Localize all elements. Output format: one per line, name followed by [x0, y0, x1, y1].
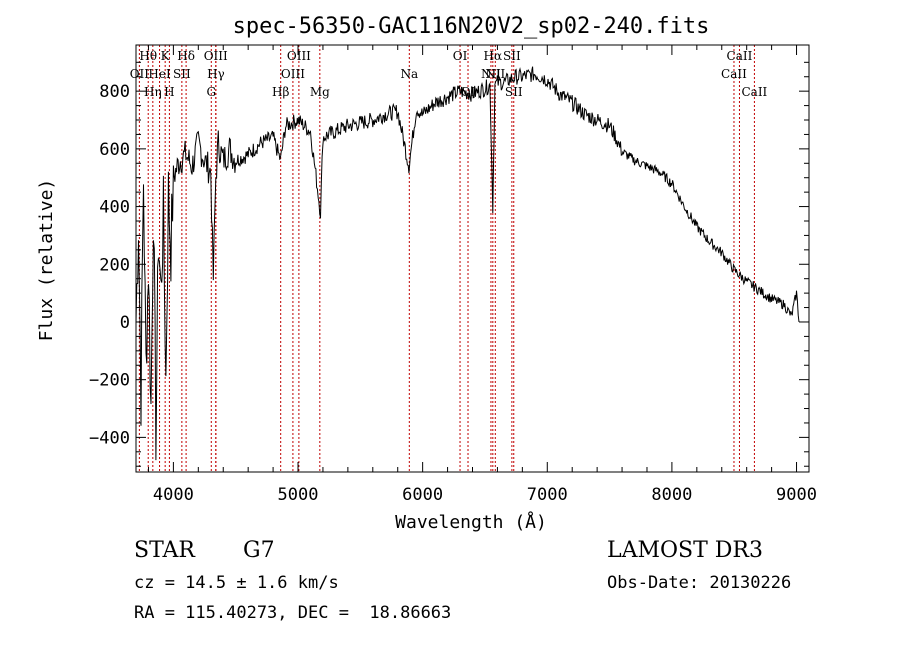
line-label: Hβ [272, 85, 289, 99]
object-class: STAR [134, 538, 195, 563]
line-label: CaII [741, 85, 767, 99]
line-label: NII [481, 67, 501, 81]
line-label: SII [505, 85, 523, 99]
line-label: OIII [287, 49, 311, 63]
x-tick-label: 4000 [153, 485, 194, 505]
line-label: OII [130, 67, 150, 81]
line-label: Hγ [207, 67, 225, 81]
spectrum-line [135, 66, 800, 461]
axis-ticks: 4000 5000 6000 7000 8000 9000 −400 −200 0 200 400 6… [89, 45, 817, 505]
line-label: NII [485, 67, 505, 81]
object-subclass: G7 [243, 538, 275, 563]
line-label: OI [453, 49, 468, 63]
line-label: Na [400, 67, 418, 81]
line-label: HeI [148, 67, 171, 81]
x-axis-label: Wavelength (Å) [395, 511, 547, 533]
x-tick-label: 6000 [402, 485, 443, 505]
y-tick-label: −200 [89, 371, 130, 391]
redshift-text: cz = 14.5 ± 1.6 km/s [134, 573, 339, 593]
line-label: Hα [484, 49, 503, 63]
y-tick-label: 400 [99, 198, 130, 218]
chart-title: spec-56350-GAC116N20V2_sp02-240.fits [233, 14, 710, 39]
x-tick-label: 9000 [776, 485, 817, 505]
line-label: SII [503, 49, 521, 63]
line-label: OIII [281, 67, 305, 81]
y-tick-label: 800 [99, 82, 130, 102]
line-label: Hθ [139, 49, 157, 63]
y-axis-label: Flux (relative) [36, 179, 57, 342]
line-label: OIII [204, 49, 228, 63]
x-tick-label: 5000 [278, 485, 319, 505]
x-tick-label: 7000 [527, 485, 568, 505]
y-tick-label: −400 [89, 428, 130, 448]
coordinates: RA = 115.40273, DEC = 18.86663 [134, 603, 452, 623]
line-label: Mg [310, 85, 330, 99]
y-tick-label: 600 [99, 140, 130, 160]
line-label: H [164, 85, 174, 99]
obs-date: Obs-Date: 20130226 [607, 573, 792, 593]
line-label: SII [173, 67, 191, 81]
y-tick-label: 200 [99, 255, 130, 275]
line-labels: Hθ OII Hη HeI K H SII Hδ OIII Hγ G Hβ OIII OIII Mg Na OI… [130, 49, 768, 99]
y-tick-label: 0 [120, 313, 130, 333]
line-label: Hδ [177, 49, 195, 63]
line-label: CaII [727, 49, 753, 63]
x-tick-label: 8000 [651, 485, 692, 505]
line-label: OI [461, 85, 476, 99]
plot-frame [135, 44, 810, 473]
line-label: CaII [721, 67, 747, 81]
line-label: Hη [144, 85, 162, 99]
line-label: G [206, 85, 216, 99]
emission-line-markers [138, 45, 755, 472]
survey-name: LAMOST DR3 [607, 538, 763, 563]
line-label: K [161, 49, 171, 63]
